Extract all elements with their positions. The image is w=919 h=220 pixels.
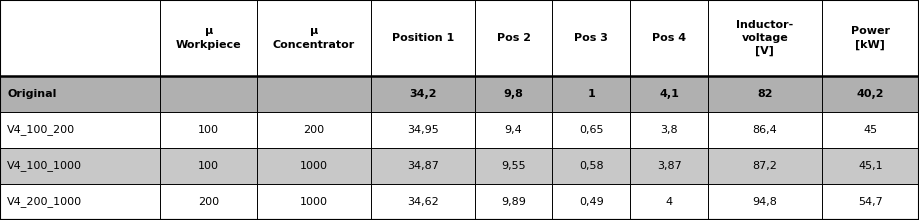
Bar xyxy=(160,112,257,148)
Text: Original: Original xyxy=(7,89,57,99)
Bar xyxy=(371,76,474,112)
Bar xyxy=(822,76,919,112)
Text: 9,55: 9,55 xyxy=(501,161,526,171)
Text: 3,87: 3,87 xyxy=(657,161,682,171)
Bar xyxy=(0,76,160,112)
Text: V4_200_1000: V4_200_1000 xyxy=(7,196,83,207)
Bar xyxy=(371,112,474,148)
Text: 0,58: 0,58 xyxy=(579,161,604,171)
Text: 1000: 1000 xyxy=(301,161,328,171)
Bar xyxy=(257,148,371,184)
Bar xyxy=(630,0,709,76)
Bar xyxy=(257,112,371,148)
Bar xyxy=(822,112,919,148)
Bar xyxy=(371,0,474,76)
Bar xyxy=(709,0,822,76)
Text: 0,49: 0,49 xyxy=(579,197,604,207)
Text: V4_100_1000: V4_100_1000 xyxy=(7,161,83,171)
Bar xyxy=(0,112,160,148)
Text: 94,8: 94,8 xyxy=(753,197,777,207)
Text: Pos 2: Pos 2 xyxy=(496,33,530,43)
Bar xyxy=(474,184,552,220)
Bar xyxy=(160,76,257,112)
Bar xyxy=(160,184,257,220)
Bar xyxy=(709,184,822,220)
Bar xyxy=(160,0,257,76)
Text: μ
Workpiece: μ Workpiece xyxy=(176,26,242,50)
Bar xyxy=(552,148,630,184)
Text: 34,87: 34,87 xyxy=(407,161,438,171)
Text: μ
Concentrator: μ Concentrator xyxy=(273,26,356,50)
Text: Power
[kW]: Power [kW] xyxy=(851,26,890,50)
Text: 9,8: 9,8 xyxy=(504,89,524,99)
Bar xyxy=(552,76,630,112)
Text: Position 1: Position 1 xyxy=(391,33,454,43)
Bar xyxy=(474,76,552,112)
Text: 1: 1 xyxy=(587,89,596,99)
Text: 1000: 1000 xyxy=(301,197,328,207)
Bar xyxy=(0,0,160,76)
Bar xyxy=(709,76,822,112)
Bar xyxy=(474,0,552,76)
Bar xyxy=(822,0,919,76)
Text: 4,1: 4,1 xyxy=(659,89,679,99)
Text: 100: 100 xyxy=(199,125,219,135)
Bar xyxy=(160,148,257,184)
Text: 87,2: 87,2 xyxy=(753,161,777,171)
Bar xyxy=(822,148,919,184)
Bar xyxy=(552,0,630,76)
Text: 200: 200 xyxy=(303,125,324,135)
Bar xyxy=(0,184,160,220)
Bar xyxy=(630,184,709,220)
Bar xyxy=(709,148,822,184)
Bar xyxy=(630,148,709,184)
Text: 4: 4 xyxy=(665,197,673,207)
Bar xyxy=(371,148,474,184)
Bar xyxy=(552,112,630,148)
Text: 9,89: 9,89 xyxy=(501,197,526,207)
Bar xyxy=(257,184,371,220)
Bar xyxy=(552,184,630,220)
Text: Pos 4: Pos 4 xyxy=(652,33,686,43)
Text: 0,65: 0,65 xyxy=(579,125,604,135)
Text: 45: 45 xyxy=(863,125,878,135)
Text: Inductor-
voltage
[V]: Inductor- voltage [V] xyxy=(736,20,794,56)
Bar xyxy=(630,76,709,112)
Text: 34,2: 34,2 xyxy=(409,89,437,99)
Bar xyxy=(630,112,709,148)
Text: 40,2: 40,2 xyxy=(857,89,884,99)
Text: 9,4: 9,4 xyxy=(505,125,522,135)
Text: 200: 200 xyxy=(199,197,220,207)
Bar xyxy=(822,184,919,220)
Text: 3,8: 3,8 xyxy=(661,125,678,135)
Bar xyxy=(257,0,371,76)
Bar xyxy=(474,112,552,148)
Text: 82: 82 xyxy=(757,89,773,99)
Text: Pos 3: Pos 3 xyxy=(574,33,608,43)
Text: 54,7: 54,7 xyxy=(858,197,883,207)
Text: 86,4: 86,4 xyxy=(753,125,777,135)
Text: 34,95: 34,95 xyxy=(407,125,438,135)
Bar xyxy=(709,112,822,148)
Bar xyxy=(371,184,474,220)
Text: 34,62: 34,62 xyxy=(407,197,438,207)
Bar xyxy=(257,76,371,112)
Text: 100: 100 xyxy=(199,161,219,171)
Bar xyxy=(0,148,160,184)
Bar xyxy=(474,148,552,184)
Text: 45,1: 45,1 xyxy=(858,161,882,171)
Text: V4_100_200: V4_100_200 xyxy=(7,125,75,135)
